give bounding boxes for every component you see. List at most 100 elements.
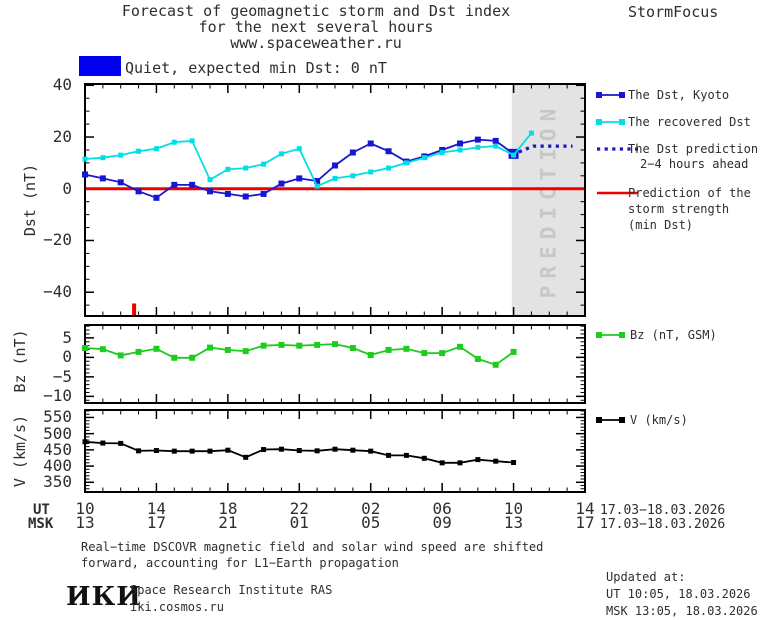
series-point xyxy=(421,455,427,461)
legend-marker-square xyxy=(619,417,625,423)
footnote-line1: Real−time DSCOVR magnetic field and sola… xyxy=(81,540,544,554)
series-point xyxy=(332,175,338,181)
series-point xyxy=(314,183,320,189)
series-point xyxy=(117,352,124,359)
series-point xyxy=(153,194,160,201)
series-point xyxy=(100,440,106,446)
legend-v: V (km/s) xyxy=(630,413,688,427)
series-point xyxy=(136,148,142,154)
storm-level-label: Quiet, expected min Dst: 0 nT xyxy=(125,59,387,77)
series-point xyxy=(189,354,196,361)
legend-dst-prediction-line1: The Dst prediction xyxy=(628,142,759,156)
y-tick-label-dst: 40 xyxy=(52,75,72,95)
y-tick-label-bz: −5 xyxy=(52,366,72,386)
series-point xyxy=(171,354,178,361)
series-point xyxy=(296,342,303,349)
x-tick-label-ut: 18 xyxy=(218,499,238,518)
y-tick-label-dst: 0 xyxy=(62,178,72,198)
series-point xyxy=(225,166,231,172)
series-point xyxy=(243,454,249,460)
series-point xyxy=(99,346,106,353)
series-point xyxy=(189,448,195,454)
series-point xyxy=(260,190,267,197)
series-point xyxy=(82,439,88,445)
series-point xyxy=(403,345,410,352)
series-point xyxy=(403,452,409,458)
legend-marker-square xyxy=(596,92,602,98)
series-point xyxy=(153,146,159,152)
series-point xyxy=(153,448,159,454)
x-tick-label-ut: 10 xyxy=(503,499,524,518)
series-point xyxy=(224,190,231,197)
series-point xyxy=(278,180,285,187)
title-line-3: www.spaceweather.ru xyxy=(230,34,402,52)
series-point xyxy=(492,137,499,144)
series-point xyxy=(474,136,481,143)
series-point xyxy=(457,343,463,350)
series-point xyxy=(386,452,392,458)
series-point xyxy=(493,458,499,464)
legend-recovered-dst: The recovered Dst xyxy=(628,115,751,129)
ut-row-prefix: UT xyxy=(33,502,50,518)
dst-axis-label: Dst (nT) xyxy=(21,163,39,237)
series-point xyxy=(207,448,213,454)
series-point xyxy=(278,341,285,348)
series-line xyxy=(84,132,533,188)
series-point xyxy=(171,139,177,145)
y-tick-label-v: 450 xyxy=(43,439,72,459)
x-tick-label-msk: 17 xyxy=(146,513,167,532)
series-point xyxy=(242,348,249,355)
series-point xyxy=(296,146,302,152)
series-point xyxy=(224,346,231,353)
x-tick-label-msk: 05 xyxy=(361,513,381,532)
series-point xyxy=(207,188,213,195)
legend-storm-strength-line2: storm strength xyxy=(628,202,730,216)
series-point xyxy=(242,193,249,200)
series-point xyxy=(117,179,124,186)
series-point xyxy=(332,341,338,348)
prediction-band-label: PREDICTION xyxy=(536,102,560,298)
series-point xyxy=(350,447,356,453)
institute-url[interactable]: iki.cosmos.ru xyxy=(130,600,224,614)
series-point xyxy=(385,148,392,155)
series-point xyxy=(368,169,374,175)
updated-at-label: Updated at: xyxy=(606,570,686,584)
series-point xyxy=(475,457,481,463)
x-tick-label-msk: 17 xyxy=(575,513,595,532)
y-tick-label-dst: −20 xyxy=(43,230,72,250)
series-point xyxy=(189,181,196,188)
series-point xyxy=(350,173,356,179)
dst-prediction-dotted-line xyxy=(518,144,573,154)
series-point xyxy=(439,350,446,357)
series-point xyxy=(492,361,499,368)
y-tick-label-v: 400 xyxy=(43,456,72,476)
x-tick-label-msk: 13 xyxy=(75,513,95,532)
series-point xyxy=(99,175,106,182)
legend-bz: Bz (nT, GSM) xyxy=(630,328,717,342)
series-point xyxy=(528,130,534,136)
series-point xyxy=(314,177,321,184)
panel-border-bz xyxy=(84,324,586,404)
x-tick-label-ut: 14 xyxy=(575,499,595,518)
y-tick-label-bz: 5 xyxy=(62,327,72,347)
legend-marker-square xyxy=(596,119,602,125)
series-point xyxy=(100,155,106,161)
series-point xyxy=(82,345,88,352)
series-point xyxy=(439,460,445,466)
series-point xyxy=(349,345,356,352)
series-point xyxy=(296,175,303,182)
page-title: Forecast of geomagnetic storm and Dst in… xyxy=(0,3,632,51)
series-point xyxy=(153,345,160,352)
series-point xyxy=(511,152,517,158)
series-point xyxy=(189,138,195,144)
series-point xyxy=(82,156,88,162)
series-point xyxy=(367,140,374,147)
x-tick-label-msk: 21 xyxy=(218,513,238,532)
series-point xyxy=(135,188,142,195)
msk-date-range: 17.03−18.03.2026 xyxy=(600,517,726,532)
x-tick-label-msk: 13 xyxy=(503,513,524,532)
legend-dst-prediction-line2: 2−4 hours ahead xyxy=(640,157,749,171)
y-tick-label-bz: −10 xyxy=(43,386,72,406)
